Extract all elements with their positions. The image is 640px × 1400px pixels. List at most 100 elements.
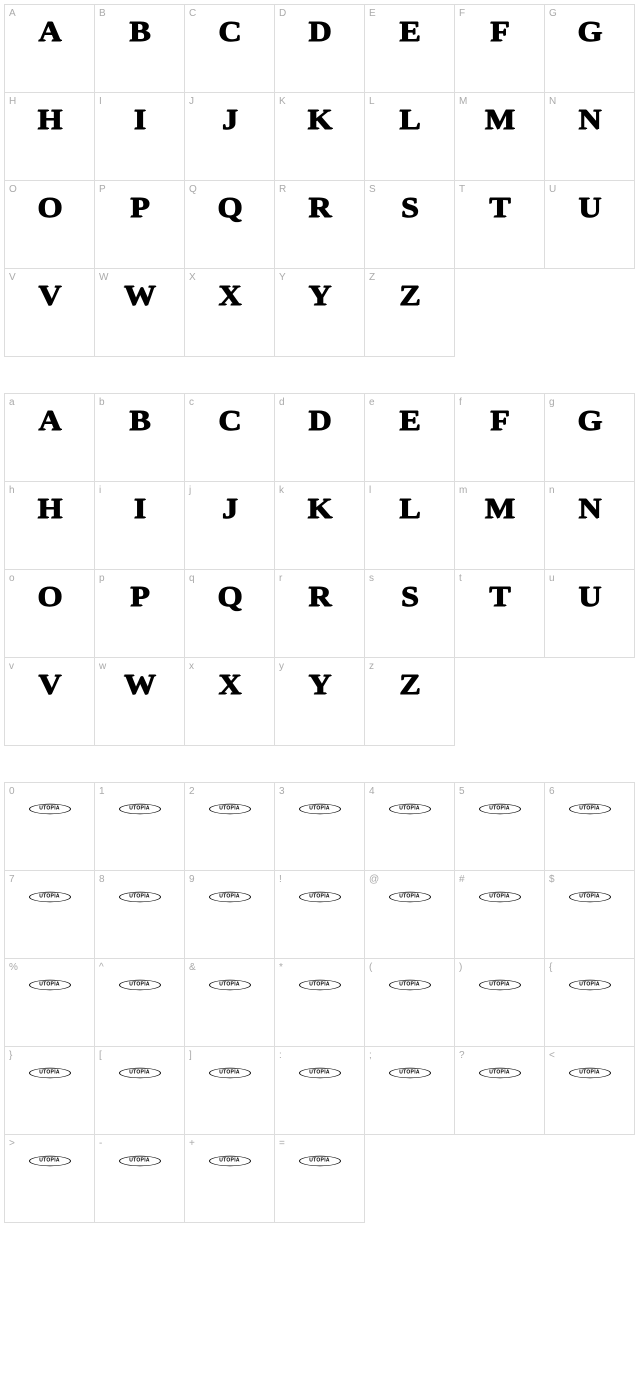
glyph: U xyxy=(538,195,640,223)
glyph-cell: +UTOPIA xyxy=(185,1135,275,1223)
glyph: B xyxy=(88,19,190,47)
cell-label: 9 xyxy=(189,874,195,885)
cell-label: ! xyxy=(279,874,282,885)
glyph: E xyxy=(358,19,460,47)
empty-cell xyxy=(545,658,635,746)
glyph: X xyxy=(178,283,280,311)
glyph-cell: wW xyxy=(95,658,185,746)
utopia-logo-text: UTOPIA xyxy=(308,983,331,988)
glyph: D xyxy=(268,408,370,436)
glyph-cell: * UTOPIA xyxy=(275,959,365,1047)
cell-label: 1 xyxy=(99,786,105,797)
cell-label: 2 xyxy=(189,786,195,797)
glyph-cell: 9 UTOPIA xyxy=(185,871,275,959)
glyph: I xyxy=(88,107,190,135)
cell-label: m xyxy=(459,485,467,496)
glyph: F xyxy=(448,19,550,47)
glyph-cell: lL xyxy=(365,482,455,570)
utopia-logo-text: UTOPIA xyxy=(398,983,421,988)
glyph-cell: zZ xyxy=(365,658,455,746)
glyph-cell: GG xyxy=(545,5,635,93)
glyph-cell: HH xyxy=(5,93,95,181)
glyph: O xyxy=(0,195,101,223)
utopia-logo-text: UTOPIA xyxy=(308,807,331,812)
glyph-cell: -UTOPIA xyxy=(95,1135,185,1223)
glyph: G xyxy=(538,408,640,436)
cell-label: + xyxy=(189,1138,195,1149)
cell-label: 5 xyxy=(459,786,465,797)
glyph-cell: sS xyxy=(365,570,455,658)
cell-label: r xyxy=(279,573,282,584)
utopia-logo-text: UTOPIA xyxy=(488,1071,511,1076)
utopia-logo: UTOPIA xyxy=(29,1153,71,1169)
utopia-logo-text: UTOPIA xyxy=(218,895,241,900)
empty-cell xyxy=(545,269,635,357)
glyph-cell: JJ xyxy=(185,93,275,181)
glyph-grid: AABBCCDDEEFFGGHHIIJJKKLLMMNNOOPPQQRRSSTT… xyxy=(4,4,635,357)
utopia-logo: UTOPIA xyxy=(569,977,611,993)
empty-cell xyxy=(455,269,545,357)
utopia-logo: UTOPIA xyxy=(119,1065,161,1081)
glyph-cell: FF xyxy=(455,5,545,93)
glyph-cell: QQ xyxy=(185,181,275,269)
cell-label: s xyxy=(369,573,374,584)
glyph: W xyxy=(88,283,190,311)
cell-label: W xyxy=(99,272,108,283)
glyph-cell: 4UTOPIA xyxy=(365,783,455,871)
empty-cell xyxy=(545,1135,635,1223)
utopia-logo: UTOPIA xyxy=(389,977,431,993)
utopia-logo-text: UTOPIA xyxy=(398,1071,421,1076)
utopia-logo: UTOPIA xyxy=(569,889,611,905)
utopia-logo: UTOPIA xyxy=(479,1065,521,1081)
glyph-cell: iI xyxy=(95,482,185,570)
cell-label: 0 xyxy=(9,786,15,797)
cell-label: P xyxy=(99,184,106,195)
utopia-logo-text: UTOPIA xyxy=(128,1159,151,1164)
glyph-cell: fF xyxy=(455,394,545,482)
glyph-cell: ]UTOPIA xyxy=(185,1047,275,1135)
glyph-cell: }UTOPIA xyxy=(5,1047,95,1135)
glyph-chart-1: aAbBcCdDeEfFgGhHiIjJkKlLmMnNoOpPqQrRsStT… xyxy=(4,393,636,746)
glyph-cell: 5UTOPIA xyxy=(455,783,545,871)
utopia-logo-text: UTOPIA xyxy=(218,1071,241,1076)
cell-label: x xyxy=(189,661,194,672)
utopia-logo: UTOPIA xyxy=(299,801,341,817)
glyph: O xyxy=(0,584,101,612)
glyph-cell: <UTOPIA xyxy=(545,1047,635,1135)
glyph-cell: BB xyxy=(95,5,185,93)
utopia-logo: UTOPIA xyxy=(29,1065,71,1081)
glyph-cell: rR xyxy=(275,570,365,658)
glyph: H xyxy=(0,107,101,135)
glyph-cell: 7UTOPIA xyxy=(5,871,95,959)
cell-label: : xyxy=(279,1050,282,1061)
glyph-cell: DD xyxy=(275,5,365,93)
glyph: D xyxy=(268,19,370,47)
cell-label: G xyxy=(549,8,557,19)
glyph-cell: oO xyxy=(5,570,95,658)
glyph-cell: RR xyxy=(275,181,365,269)
glyph: L xyxy=(358,107,460,135)
cell-label: % xyxy=(9,962,18,973)
glyph: Y xyxy=(268,283,370,311)
glyph: T xyxy=(448,195,550,223)
glyph-cell: =UTOPIA xyxy=(275,1135,365,1223)
cell-label: h xyxy=(9,485,15,496)
glyph-chart-2: 0UTOPIA1UTOPIA2UTOPIA3UTOPIA4UTOPIA5UTOP… xyxy=(4,782,636,1223)
cell-label: > xyxy=(9,1138,15,1149)
glyph: U xyxy=(538,584,640,612)
utopia-logo: UTOPIA xyxy=(479,889,521,905)
glyph-cell: (UTOPIA xyxy=(365,959,455,1047)
glyph-cell: :UTOPIA xyxy=(275,1047,365,1135)
cell-label: H xyxy=(9,96,16,107)
cell-label: B xyxy=(99,8,106,19)
cell-label: J xyxy=(189,96,194,107)
cell-label: i xyxy=(99,485,101,496)
cell-label: C xyxy=(189,8,196,19)
cell-label: * xyxy=(279,962,283,973)
glyph-cell: UU xyxy=(545,181,635,269)
cell-label: F xyxy=(459,8,465,19)
cell-label: 3 xyxy=(279,786,285,797)
cell-label: u xyxy=(549,573,555,584)
glyph-cell: TT xyxy=(455,181,545,269)
glyph-cell: qQ xyxy=(185,570,275,658)
